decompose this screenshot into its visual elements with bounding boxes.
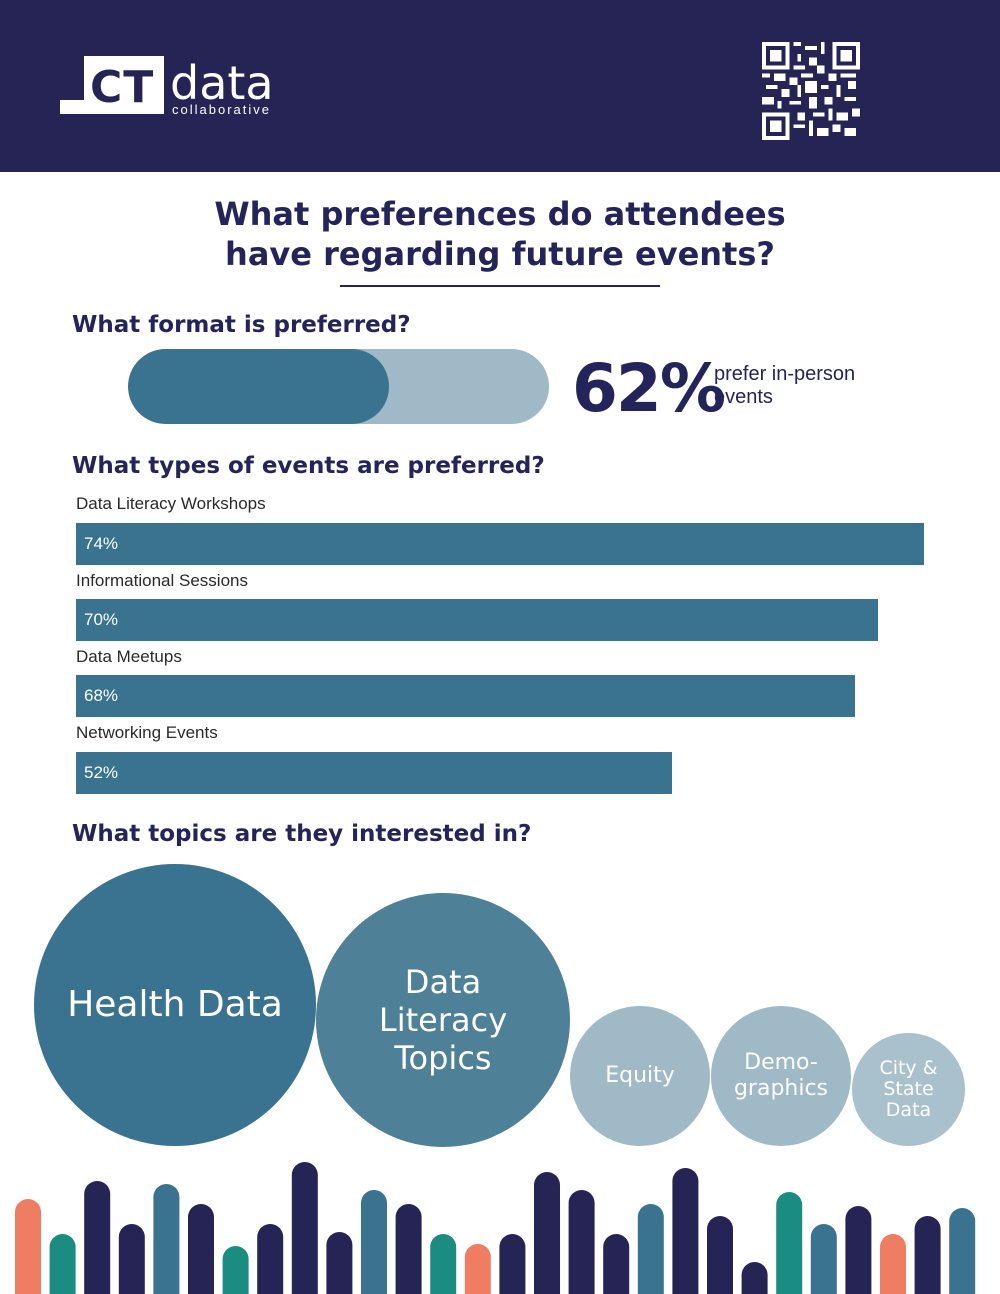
event-type-bar: 70% bbox=[76, 599, 878, 641]
topic-bubble-text: graphics bbox=[733, 1076, 829, 1101]
event-type-label: Networking Events bbox=[76, 723, 218, 742]
types-heading: What types of events are preferred? bbox=[72, 453, 545, 479]
decorative-bar bbox=[568, 1190, 595, 1294]
event-type-value: 52% bbox=[84, 763, 119, 782]
format-progress-bar bbox=[128, 349, 549, 424]
format-caption: prefer in-person events bbox=[714, 363, 914, 409]
topic-bubble: Equity bbox=[570, 1006, 710, 1146]
logo-mark: CT bbox=[60, 56, 164, 114]
decorative-bar bbox=[880, 1234, 906, 1294]
topic-bubble: Demo-graphics bbox=[711, 1006, 851, 1146]
header-banner: CT data collaborative bbox=[0, 0, 1000, 172]
topic-bubble-text: Topics bbox=[394, 1039, 492, 1077]
decorative-bar bbox=[741, 1262, 768, 1294]
decorative-bar bbox=[776, 1192, 803, 1294]
topic-bubble-text: Literacy bbox=[378, 1001, 508, 1039]
topic-bubble-text: City & bbox=[879, 1057, 938, 1079]
logo-collaborative-text: collaborative bbox=[172, 102, 271, 117]
decorative-bar bbox=[291, 1162, 318, 1294]
decorative-bar bbox=[153, 1184, 180, 1294]
decorative-bar bbox=[464, 1244, 491, 1294]
topic-bubble-text: Health Data bbox=[67, 984, 283, 1025]
decorative-bar bbox=[395, 1204, 422, 1294]
event-type-label: Data Literacy Workshops bbox=[76, 494, 266, 513]
topics-heading: What topics are they interested in? bbox=[72, 821, 532, 847]
page-title-line-2: have regarding future events? bbox=[225, 235, 775, 273]
event-type-bar: 68% bbox=[76, 675, 855, 717]
decorative-bar bbox=[49, 1234, 76, 1294]
decorative-bar bbox=[222, 1246, 249, 1294]
decorative-bar bbox=[637, 1204, 664, 1294]
logo-data-text: data bbox=[170, 56, 274, 110]
event-type-bar: 74% bbox=[76, 523, 924, 565]
event-type-label: Data Meetups bbox=[76, 647, 182, 666]
event-type-label: Informational Sessions bbox=[76, 571, 248, 590]
event-type-value: 70% bbox=[84, 610, 119, 629]
logo-ct-text: CT bbox=[90, 62, 155, 113]
decorative-bar bbox=[499, 1234, 526, 1294]
format-caption-line-1: prefer in-person bbox=[714, 363, 856, 385]
decorative-bar bbox=[603, 1234, 630, 1294]
event-type-bar: 52% bbox=[76, 752, 672, 794]
format-heading: What format is preferred? bbox=[72, 312, 411, 338]
format-progress-fill bbox=[128, 349, 389, 424]
topic-bubble-text: State bbox=[883, 1078, 934, 1100]
decorative-bar bbox=[534, 1172, 560, 1294]
decorative-bar bbox=[810, 1224, 837, 1294]
topic-bubble: City & State Data bbox=[852, 1033, 965, 1146]
decorative-bar bbox=[326, 1232, 353, 1294]
title-divider bbox=[340, 285, 660, 287]
page-title-line-1: What preferences do attendees bbox=[214, 195, 786, 233]
decorative-bar bbox=[914, 1216, 941, 1294]
event-type-value: 74% bbox=[84, 534, 119, 553]
ct-data-logo: CT data collaborative bbox=[60, 56, 290, 117]
topic-bubble-text: Equity bbox=[605, 1063, 675, 1088]
topic-bubble: Data Literacy Topics bbox=[316, 893, 570, 1147]
decorative-bar-pattern bbox=[15, 1162, 976, 1294]
decorative-bar bbox=[707, 1216, 733, 1294]
decorative-bar bbox=[845, 1206, 872, 1294]
topic-bubble: Health Data bbox=[34, 864, 316, 1146]
topic-bubble-text: Demo- bbox=[744, 1050, 818, 1075]
topic-bubble-text: Data bbox=[885, 1099, 932, 1121]
page-title: What preferences do attendees have regar… bbox=[0, 194, 1000, 274]
decorative-bar bbox=[84, 1181, 111, 1294]
format-caption-line-2: events bbox=[714, 386, 773, 408]
decorative-bar bbox=[257, 1224, 284, 1294]
topic-bubble-text: Data bbox=[404, 963, 482, 1001]
format-percentage: 62% bbox=[572, 350, 726, 427]
decorative-bar bbox=[188, 1204, 214, 1294]
qr-code-icon bbox=[762, 42, 860, 140]
decorative-bar bbox=[118, 1224, 145, 1294]
decorative-bar bbox=[430, 1234, 457, 1294]
decorative-bar bbox=[672, 1168, 699, 1294]
decorative-bar bbox=[361, 1190, 387, 1294]
decorative-bar bbox=[949, 1208, 976, 1294]
decorative-bar bbox=[15, 1199, 41, 1294]
event-type-value: 68% bbox=[84, 686, 119, 705]
